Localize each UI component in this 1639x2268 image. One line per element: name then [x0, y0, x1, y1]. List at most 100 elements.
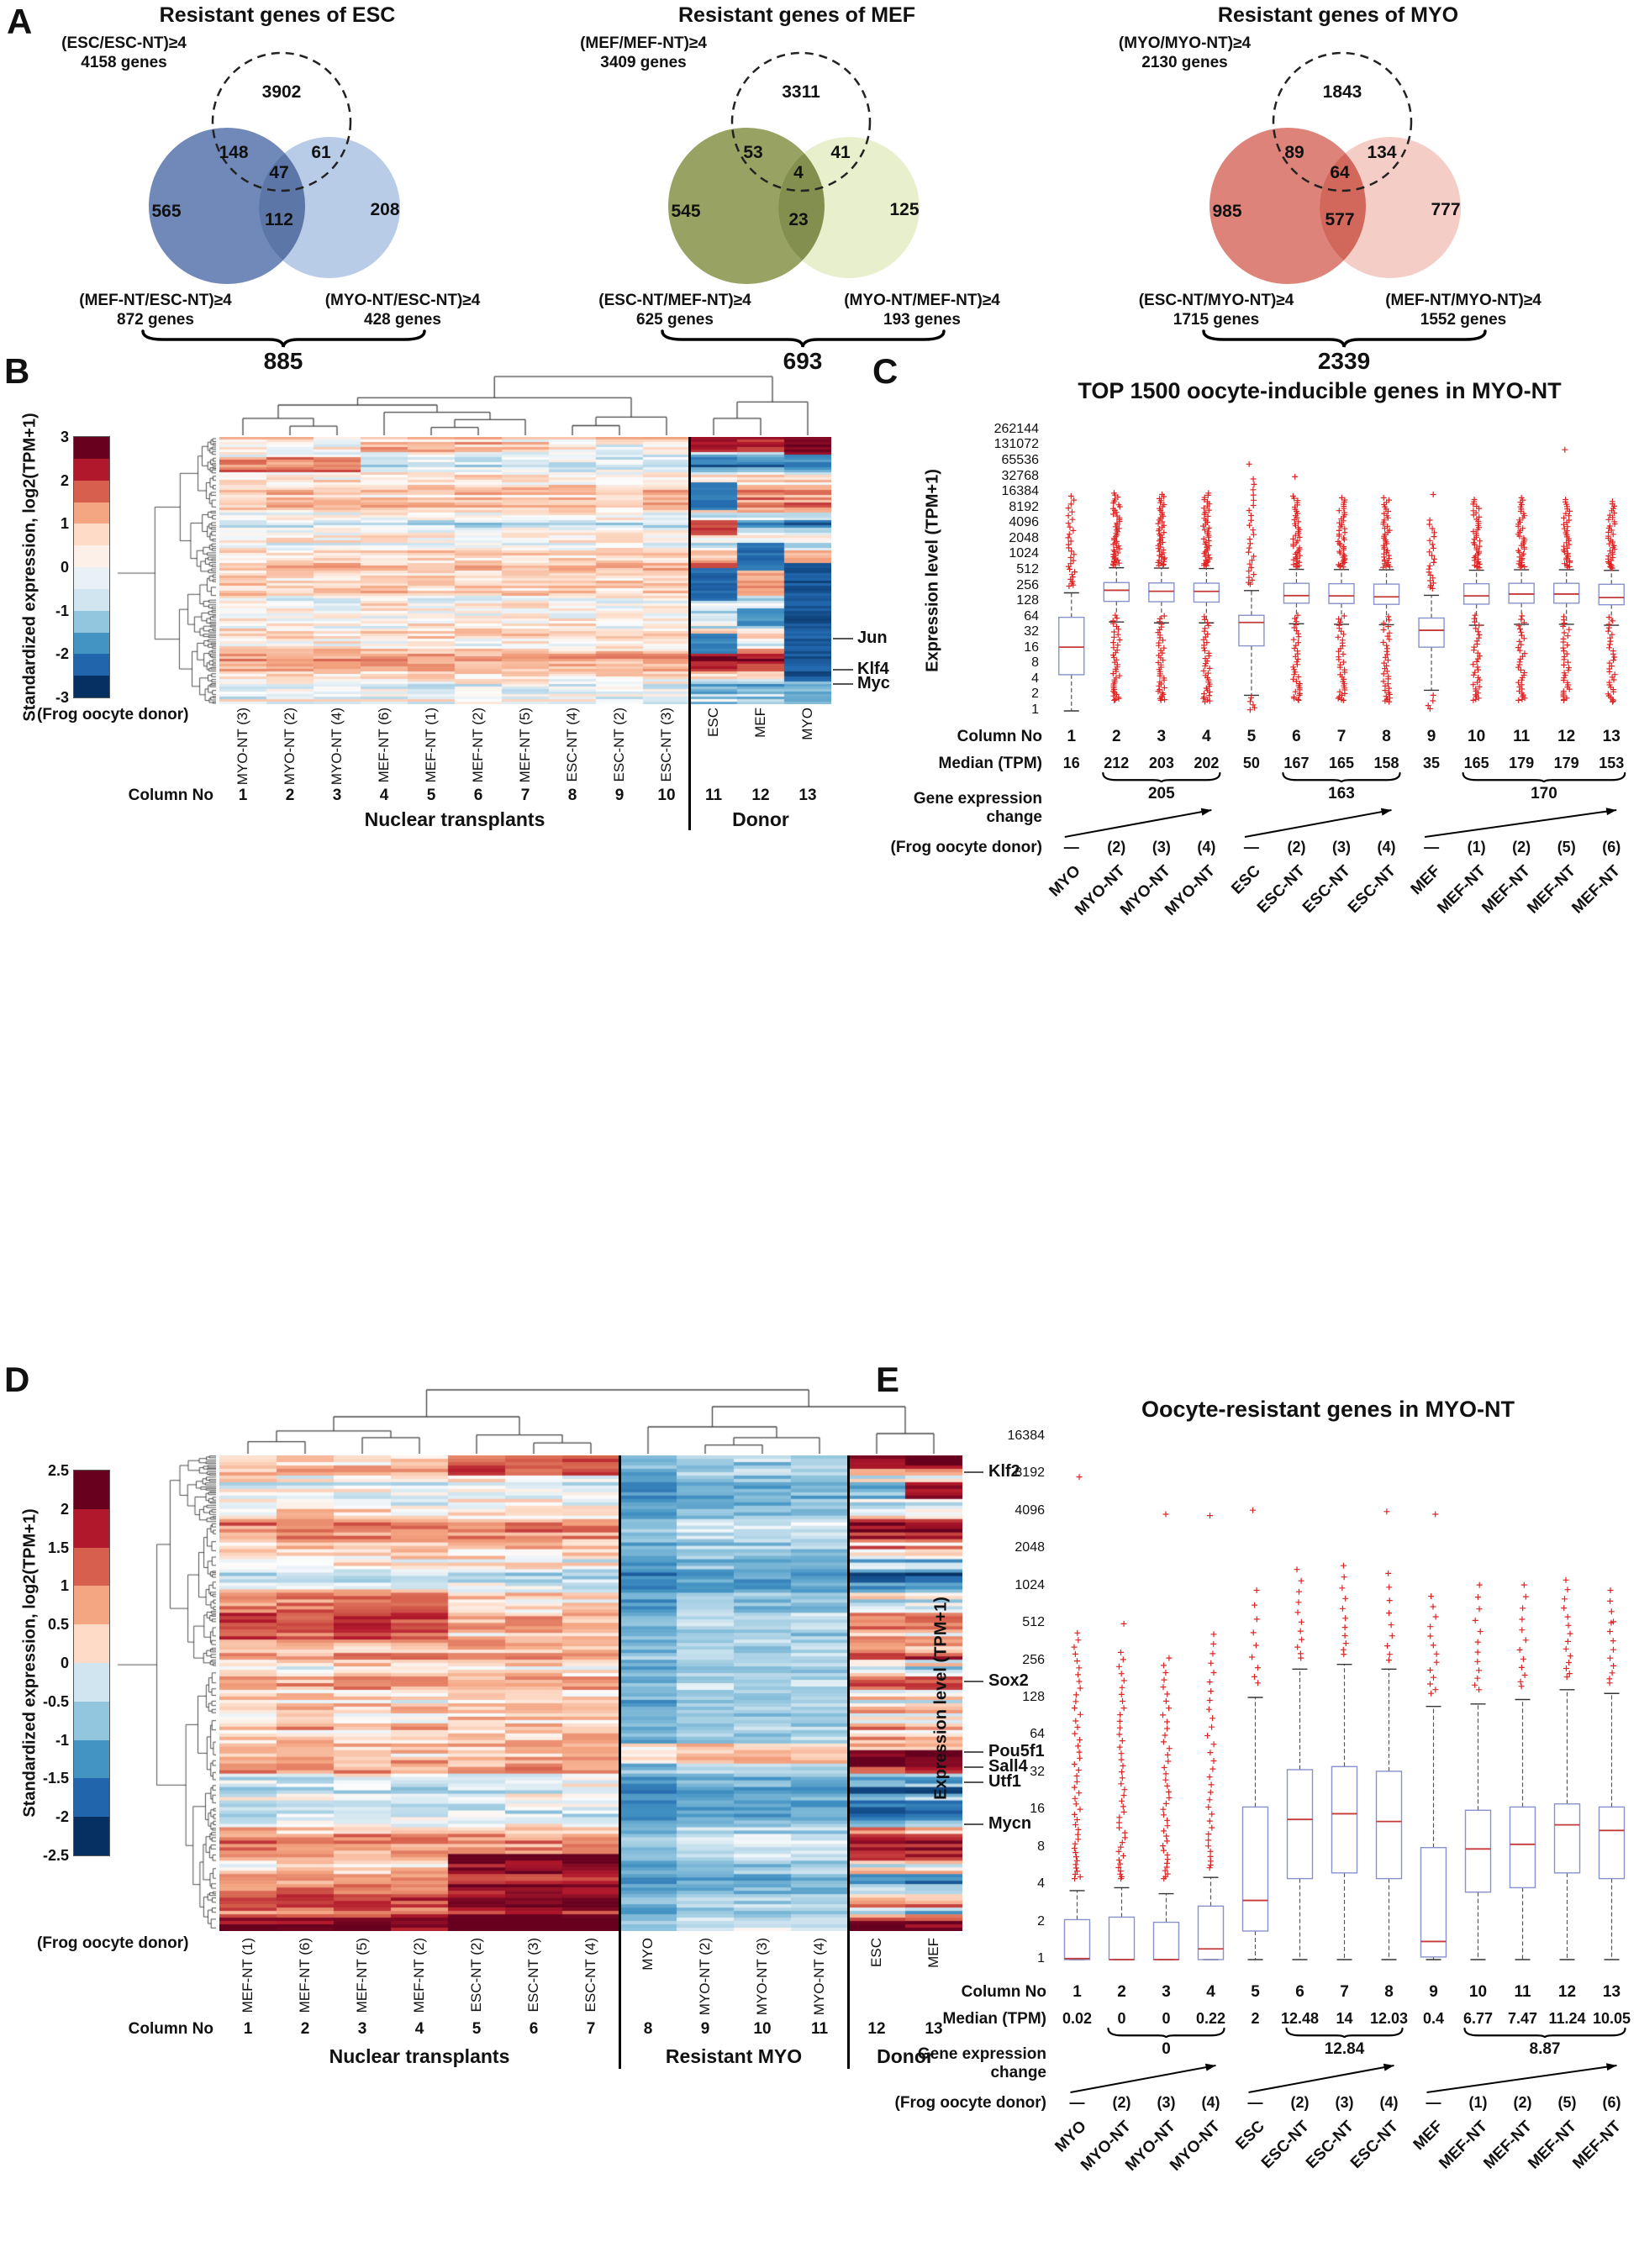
colorbar-segment	[74, 502, 109, 524]
set-label-line: 193 genes	[883, 311, 961, 329]
colorbar-segment	[74, 1547, 109, 1587]
column-number: 7	[520, 787, 530, 804]
column-label: MYO-NT (2)	[266, 708, 314, 785]
venn-count-left-right: 577	[1325, 210, 1355, 229]
column-number: 1	[243, 2020, 253, 2038]
colorbar-segment	[74, 545, 109, 568]
frog-oocyte-donor-label-e: (Frog oocyte donor)	[894, 2094, 1046, 2112]
box	[1328, 582, 1355, 604]
y-tick-label: 262144	[993, 421, 1039, 436]
y-tick-label: 256	[1022, 1652, 1045, 1667]
frog-donor-value: (3)	[1152, 839, 1171, 855]
column-number: 8	[1384, 1983, 1394, 2001]
median-group-brace	[1285, 2027, 1404, 2039]
box	[1464, 1809, 1492, 1893]
column-label-text: MEF-NT (1)	[423, 708, 439, 783]
outlier-cluster	[1561, 1576, 1573, 1681]
median-group-brace	[1462, 771, 1626, 783]
column-number: 2	[1112, 728, 1121, 745]
union-brace	[141, 329, 426, 348]
column-number: 10	[753, 2020, 772, 2038]
y-tick-label: 8	[1037, 1839, 1045, 1854]
y-tick-label: 16	[1024, 639, 1039, 655]
y-tick-label: 2	[1037, 1913, 1045, 1929]
column-number: 13	[1602, 728, 1621, 745]
column-label-text: MYO-NT (4)	[811, 1938, 827, 2015]
venn-count-top-only: 1843	[1322, 82, 1362, 102]
venn-left-circle	[1209, 128, 1366, 284]
median-value: 2	[1251, 2010, 1260, 2027]
column-label: MYO-NT (4)	[791, 1938, 848, 2015]
column-label: MYO-NT (3)	[219, 708, 266, 785]
change-arrow-head	[1605, 2063, 1617, 2071]
median-value: 7.47	[1507, 2010, 1538, 2027]
venn-svg	[1202, 51, 1487, 348]
column-number: 8	[643, 2020, 653, 2038]
gene-marker-line	[833, 669, 853, 671]
venn-right-set-label: (MYO-NT/ESC-NT)≥4 428 genes	[277, 291, 528, 329]
column-label-text: ESC-NT (2)	[611, 708, 627, 782]
group-median-value: 8.87	[1529, 2040, 1561, 2058]
venn-title: Resistant genes of MEF	[678, 3, 915, 27]
column-label: ESC	[848, 1938, 905, 2015]
change-arrow	[1424, 809, 1617, 838]
column-label-text: ESC-NT (3)	[658, 708, 674, 782]
column-label-text: MYO-NT (4)	[329, 708, 345, 785]
set-label-line: 4158 genes	[81, 54, 167, 71]
median-value: 0	[1162, 2010, 1171, 2027]
set-label-line: (MEF/MEF-NT)≥4	[580, 34, 707, 52]
frog-donor-value: —	[1069, 2094, 1085, 2111]
venn-title: Resistant genes of MYO	[1217, 3, 1459, 27]
venn-diagram-mef: Resistant genes of MEF 3311 53 41 4 545 …	[545, 0, 1049, 378]
venn-count-left-only: 985	[1212, 202, 1242, 221]
column-number: 9	[614, 787, 625, 804]
y-tick-label: 16	[1030, 1802, 1045, 1817]
venn-count-left-only: 545	[671, 202, 701, 221]
column-label-text: MEF-NT (5)	[517, 708, 533, 783]
group-median-value: 205	[1147, 785, 1175, 802]
box	[1462, 582, 1490, 605]
outlier-cluster	[1200, 490, 1213, 705]
colorbar-segment	[74, 1624, 109, 1664]
median-value: 16	[1062, 755, 1080, 771]
y-tick-label: 65536	[1001, 453, 1040, 468]
column-label: MYO	[619, 1938, 677, 2015]
colorbar-tick: 1	[60, 515, 69, 533]
outlier-cluster	[1606, 1587, 1617, 1687]
venn-count-center: 64	[1330, 163, 1350, 182]
boxplot-c-title: TOP 1500 oocyte-inducible genes in MYO-N…	[1078, 378, 1562, 403]
colorbar-tick: 3	[60, 429, 69, 445]
union-brace	[1202, 329, 1487, 348]
venn-count-top-left: 148	[219, 143, 249, 162]
venn-left-set-label: (ESC-NT/MEF-NT)≥4 625 genes	[549, 291, 801, 329]
venn-count-top-left: 89	[1284, 143, 1304, 162]
box	[1241, 1806, 1269, 1932]
column-label-text: ESC	[705, 708, 721, 737]
set-label-line: (ESC-NT/MYO-NT)≥4	[1138, 292, 1294, 309]
heatmap-d-scale-label: Standardized expression, log2(TPM+1)	[20, 1508, 40, 1818]
gene-marker-label: Sox2	[988, 1671, 1029, 1690]
median-value: 158	[1373, 755, 1399, 771]
median-group-brace	[1102, 771, 1221, 783]
median-value: 203	[1148, 755, 1174, 771]
column-number: 5	[426, 787, 436, 804]
column-number: 11	[1514, 1983, 1531, 2001]
median-value: 12.48	[1280, 2010, 1320, 2027]
column-number: 2	[300, 2020, 310, 2038]
box	[1373, 583, 1400, 605]
venn-right-set-label: (MYO-NT/MEF-NT)≥4 193 genes	[797, 291, 1047, 329]
column-label-text: ESC-NT (2)	[468, 1938, 484, 2013]
column-number: 13	[1602, 1983, 1621, 2001]
colorbar-tick: 1	[60, 1577, 69, 1595]
change-arrow-head	[1380, 808, 1392, 816]
y-tick-label: 16384	[1001, 484, 1040, 499]
venn-dashed-circle	[730, 51, 872, 192]
gene-marker-label: Jun	[857, 629, 888, 648]
set-label-line: 625 genes	[636, 311, 714, 329]
venn-dashed-circle	[211, 51, 352, 192]
column-label-text: MEF	[925, 1938, 941, 1968]
frog-donor-value: (3)	[1335, 2094, 1354, 2111]
column-label-text: MEF-NT (2)	[470, 708, 486, 783]
box	[1331, 1765, 1358, 1874]
colorbar-tick: -0.5	[42, 1692, 69, 1710]
